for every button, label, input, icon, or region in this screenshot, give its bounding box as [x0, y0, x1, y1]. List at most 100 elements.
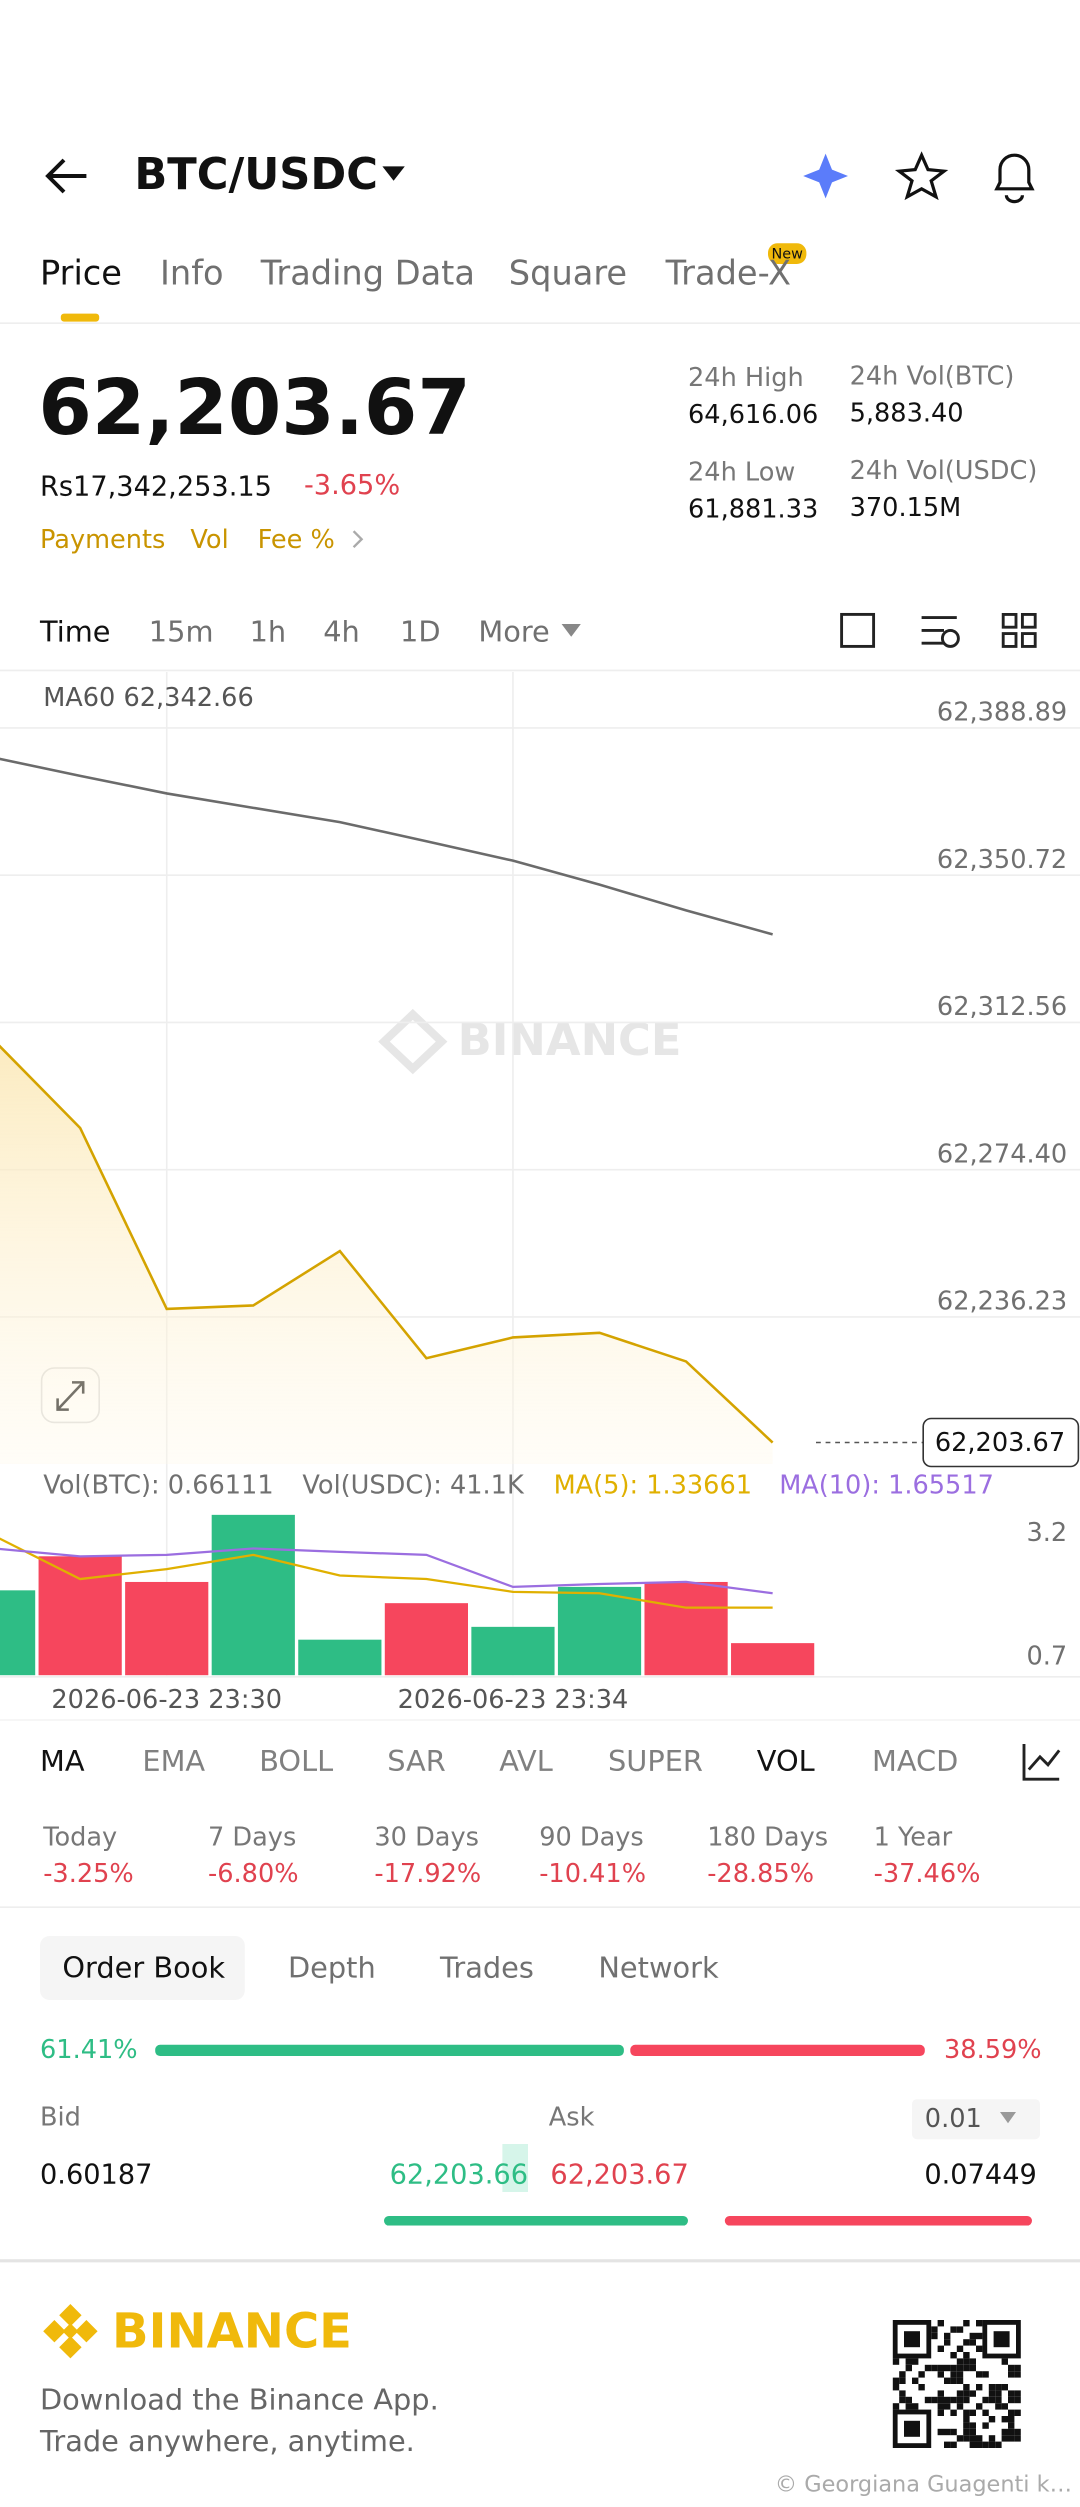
indicator-tab[interactable]: BOLL — [259, 1744, 333, 1778]
qr-cell — [950, 2326, 957, 2333]
qr-cell — [995, 2403, 1002, 2410]
qr-cell — [944, 2428, 951, 2436]
bid-ratio: 61.41% — [40, 2035, 138, 2065]
volume-bar — [384, 1603, 468, 1676]
tab[interactable]: Trading Data — [260, 254, 475, 293]
stat-value: 370.15M — [850, 493, 962, 523]
qr-cell — [1008, 2416, 1015, 2423]
qr-cell — [944, 2377, 951, 2384]
credit: © Georgiana Guagenti k… — [775, 2471, 1072, 2497]
perf-value: -28.85% — [707, 1859, 814, 1889]
watermark: BINANCE — [458, 1013, 682, 1066]
qr-finder-dot — [904, 2331, 920, 2348]
tab[interactable]: Square — [509, 254, 627, 293]
indicator-tab[interactable]: EMA — [142, 1744, 205, 1778]
indicator-tab[interactable]: SUPER — [608, 1744, 703, 1778]
stat-value: 5,883.40 — [850, 398, 964, 428]
qr-cell — [1008, 2435, 1015, 2442]
button-partial[interactable] — [384, 2216, 688, 2226]
ticker-link[interactable]: Fee % — [258, 525, 335, 555]
layout-icon[interactable] — [1001, 612, 1037, 648]
qr-cell — [944, 2339, 951, 2346]
interval[interactable]: 15m — [149, 615, 214, 649]
perf-label: 180 Days — [707, 1822, 828, 1852]
volume-bar — [38, 1556, 122, 1676]
qr-cell — [969, 2409, 976, 2416]
qr-code — [892, 2320, 1021, 2449]
qr-cell — [995, 2396, 1002, 2404]
indicator-tab[interactable]: SAR — [387, 1744, 446, 1778]
tab[interactable]: Trade-X — [665, 254, 791, 293]
brand: BINANCE — [112, 2303, 352, 2359]
pair-title[interactable]: BTC/USDC — [134, 150, 378, 200]
cover — [0, 2225, 1080, 2261]
qr-cell — [899, 2390, 906, 2397]
step-select-bg[interactable] — [912, 2099, 1040, 2140]
qr-cell — [944, 2332, 951, 2340]
interval[interactable]: 1D — [400, 615, 441, 649]
dropdown-icon[interactable] — [382, 166, 405, 181]
order-tab[interactable]: Network — [598, 1951, 719, 1985]
qr-cell — [950, 2364, 957, 2372]
qr-cell — [937, 2320, 944, 2327]
settings-icon[interactable] — [921, 616, 957, 645]
qr-cell — [976, 2332, 983, 2340]
tab[interactable]: Price — [40, 254, 122, 293]
stat-value: 61,881.33 — [688, 494, 818, 524]
indicator-tab[interactable]: MA — [40, 1744, 85, 1778]
indicator-tab[interactable]: AVL — [499, 1744, 553, 1778]
button-partial[interactable] — [724, 2216, 1032, 2226]
qr-cell — [1008, 2422, 1015, 2429]
perf-value: -10.41% — [539, 1859, 646, 1889]
bid-label: Bid — [40, 2102, 81, 2132]
qr-cell — [1001, 2358, 1008, 2365]
qr-cell — [899, 2371, 906, 2378]
interval[interactable]: 1h — [250, 615, 287, 649]
chart-tool-icon[interactable] — [840, 612, 876, 648]
qr-cell — [892, 2403, 900, 2410]
perf-value: -3.25% — [43, 1859, 134, 1889]
qr-cell — [944, 2364, 951, 2372]
qr-cell — [963, 2384, 970, 2391]
bid-qty: 0.60187 — [40, 2160, 152, 2191]
ticker-link[interactable]: Vol — [190, 525, 228, 555]
qr-cell — [963, 2358, 970, 2365]
interval[interactable]: More — [478, 615, 549, 649]
qr-cell — [937, 2428, 944, 2436]
qr-cell — [969, 2422, 976, 2429]
qr-cell — [892, 2358, 900, 2365]
bell-icon[interactable] — [994, 153, 1035, 204]
qr-cell — [995, 2441, 1002, 2448]
ai-icon[interactable] — [803, 153, 848, 199]
perf-value: -17.92% — [374, 1859, 481, 1889]
interval[interactable]: 4h — [323, 615, 360, 649]
qr-cell — [950, 2396, 957, 2404]
qr-cell — [937, 2409, 944, 2416]
bid-ratio-bar — [155, 2044, 624, 2056]
y-tick-label: 62,388.89 — [937, 698, 1067, 728]
tab[interactable]: Info — [160, 254, 224, 293]
perf-value: -37.46% — [874, 1859, 981, 1889]
indicator-tab[interactable]: MACD — [872, 1744, 958, 1778]
qr-cell — [956, 2326, 964, 2333]
qr-cell — [976, 2403, 983, 2410]
order-tab[interactable]: Depth — [288, 1951, 376, 1985]
order-tab[interactable]: Trades — [439, 1951, 534, 1985]
last-price: 62,203.67 — [38, 364, 470, 453]
new-badge-bg — [768, 243, 807, 264]
ticker-link[interactable]: Payments — [40, 525, 165, 555]
step-select[interactable]: 0.01 — [925, 2104, 982, 2134]
interval[interactable]: Time — [39, 615, 110, 649]
qr-cell — [905, 2364, 912, 2372]
back-button[interactable] — [45, 158, 87, 194]
order-tab[interactable]: Order Book — [62, 1951, 225, 1985]
qr-cell — [969, 2428, 976, 2436]
qr-cell — [956, 2371, 964, 2378]
indicator-settings[interactable] — [1022, 1744, 1061, 1781]
star-icon[interactable] — [894, 151, 949, 201]
brand-logo — [43, 2304, 98, 2359]
volume-bar — [557, 1586, 642, 1676]
qr-cell — [988, 2416, 996, 2423]
indicator-tab[interactable]: VOL — [757, 1744, 815, 1778]
